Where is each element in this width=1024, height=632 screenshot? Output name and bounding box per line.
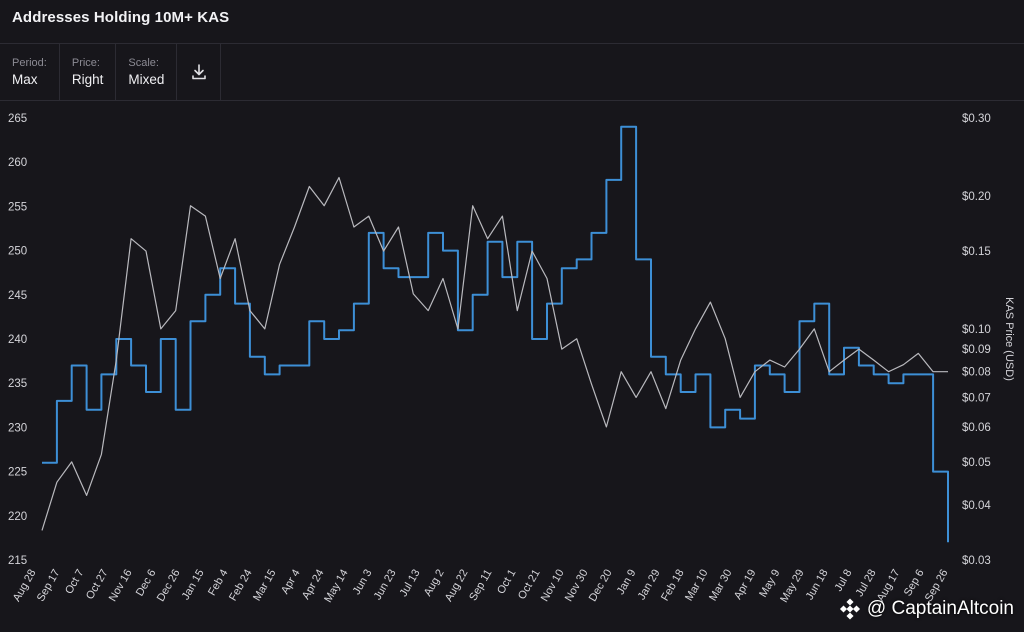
x-axis-tick-label: Nov 16 bbox=[107, 568, 135, 604]
right-axis-tick-label: $0.30 bbox=[962, 113, 991, 125]
right-axis-tick-label: $0.15 bbox=[962, 246, 991, 258]
price-value: Right bbox=[72, 72, 104, 87]
left-axis-tick-label: 215 bbox=[8, 555, 27, 567]
right-axis-title: KAS Price (USD) bbox=[1003, 297, 1015, 381]
x-axis-tick-label: Jul 8 bbox=[833, 568, 855, 594]
period-value: Max bbox=[12, 72, 47, 87]
right-axis-tick-label: $0.05 bbox=[962, 457, 991, 469]
right-axis-tick-label: $0.10 bbox=[962, 324, 991, 336]
left-axis-tick-label: 250 bbox=[8, 246, 27, 258]
x-axis-tick-label: Jul 13 bbox=[398, 568, 423, 599]
download-button[interactable] bbox=[177, 44, 221, 100]
x-axis-tick-label: May 29 bbox=[778, 568, 806, 605]
download-icon bbox=[190, 63, 208, 81]
right-axis-tick-label: $0.04 bbox=[962, 500, 991, 512]
period-label: Period: bbox=[12, 57, 47, 69]
x-axis-tick-label: Mar 15 bbox=[251, 568, 279, 604]
left-axis-tick-label: 260 bbox=[8, 157, 27, 169]
x-axis-tick-label: May 9 bbox=[757, 568, 782, 600]
scale-selector[interactable]: Scale: Mixed bbox=[116, 44, 177, 100]
x-axis-tick-label: Mar 30 bbox=[707, 568, 735, 604]
x-axis-tick-label: Sep 11 bbox=[467, 568, 494, 603]
x-axis-tick-label: May 14 bbox=[322, 568, 350, 605]
x-axis-tick-label: Oct 7 bbox=[63, 568, 87, 597]
right-axis-tick-label: $0.03 bbox=[962, 555, 991, 567]
right-axis-tick-label: $0.08 bbox=[962, 367, 991, 379]
left-axis-tick-label: 255 bbox=[8, 201, 27, 213]
x-axis-tick-label: Jan 15 bbox=[180, 568, 207, 603]
x-axis-tick-label: Aug 2 bbox=[422, 568, 447, 599]
x-axis-tick-label: Jun 18 bbox=[804, 568, 831, 603]
watermark-text: @ CaptainAltcoin bbox=[867, 598, 1014, 620]
x-axis-tick-label: Dec 26 bbox=[155, 568, 183, 604]
left-axis-tick-label: 235 bbox=[8, 378, 27, 390]
watermark: @ CaptainAltcoin bbox=[839, 598, 1014, 620]
left-axis-tick-label: 265 bbox=[8, 113, 27, 125]
x-axis-tick-label: Jan 9 bbox=[615, 568, 639, 597]
left-axis-tick-label: 245 bbox=[8, 290, 27, 302]
period-selector[interactable]: Period: Max bbox=[0, 44, 60, 100]
x-axis-tick-label: Feb 4 bbox=[206, 568, 230, 598]
chart-panel: Addresses Holding 10M+ KAS Period: Max P… bbox=[0, 0, 1024, 632]
binance-diamond-icon bbox=[839, 598, 861, 620]
x-axis-tick-label: Jun 3 bbox=[351, 568, 375, 597]
right-axis-tick-label: $0.06 bbox=[962, 422, 991, 434]
price-selector[interactable]: Price: Right bbox=[60, 44, 117, 100]
chart-title: Addresses Holding 10M+ KAS bbox=[12, 9, 229, 26]
right-axis-tick-label: $0.09 bbox=[962, 344, 991, 356]
x-axis-tick-label: Oct 1 bbox=[495, 568, 519, 597]
x-axis-tick-label: Dec 20 bbox=[587, 568, 615, 604]
x-axis-tick-label: Dec 6 bbox=[134, 568, 159, 599]
left-axis-tick-label: 230 bbox=[8, 422, 27, 434]
line-chart: 265 260 255 250 245 240 235 230 225 220 215 $0.30 $0… bbox=[0, 100, 1024, 632]
price-series-line bbox=[42, 178, 948, 531]
right-axis-tick-label: $0.20 bbox=[962, 191, 991, 203]
left-axis-tick-label: 225 bbox=[8, 467, 27, 479]
scale-value: Mixed bbox=[128, 72, 164, 87]
x-axis-tick-label: Sep 17 bbox=[35, 568, 63, 604]
scale-label: Scale: bbox=[128, 57, 164, 69]
addresses-series-line bbox=[42, 127, 948, 543]
right-axis-tick-label: $0.07 bbox=[962, 392, 991, 404]
price-label: Price: bbox=[72, 57, 104, 69]
x-axis-tick-label: Jul 28 bbox=[854, 568, 879, 599]
left-axis-tick-label: 220 bbox=[8, 511, 27, 523]
x-axis-tick-label: Sep 6 bbox=[902, 568, 927, 599]
x-axis-tick-label: Apr 19 bbox=[732, 568, 759, 602]
chart-toolbar: Period: Max Price: Right Scale: Mixed bbox=[0, 44, 221, 100]
x-axis-tick-label: Jun 23 bbox=[372, 568, 399, 603]
x-axis-tick-label: Aug 22 bbox=[443, 568, 471, 604]
left-axis-tick-label: 240 bbox=[8, 334, 27, 346]
x-axis-tick-label: Apr 4 bbox=[279, 568, 303, 597]
